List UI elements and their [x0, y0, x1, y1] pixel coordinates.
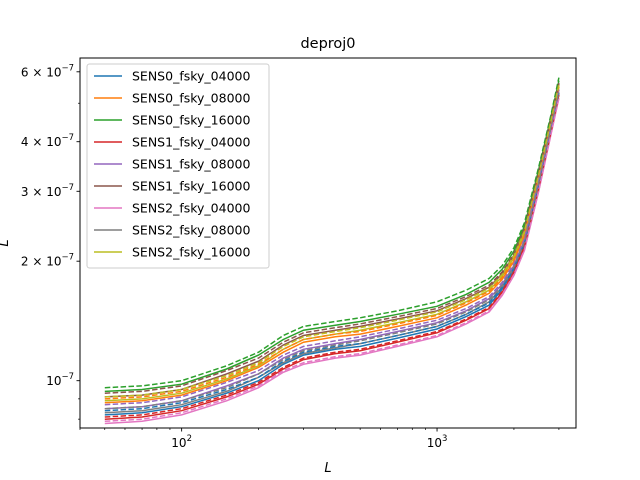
series-line-dashed-0 [104, 92, 560, 412]
series-line-dashed-7 [104, 92, 560, 410]
legend-label-1: SENS0_fsky_08000 [132, 91, 250, 106]
legend-label-4: SENS1_fsky_08000 [132, 157, 250, 172]
y-tick-label-2: 3 × 10−7 [21, 183, 74, 199]
legend-label-8: SENS2_fsky_16000 [132, 245, 250, 260]
y-tick-label-3: 4 × 10−7 [21, 133, 74, 149]
x-tick-label-0: 102 [171, 434, 192, 450]
axes-frame [79, 57, 577, 429]
series-line-dashed-3 [104, 94, 560, 418]
legend-label-2: SENS0_fsky_16000 [132, 113, 250, 128]
x-tick-label-1: 103 [427, 434, 448, 450]
legend-label-7: SENS2_fsky_08000 [132, 223, 250, 238]
y-tick-label-0: 10−7 [46, 372, 74, 388]
legend-label-0: SENS0_fsky_04000 [132, 69, 250, 84]
x-axis-label: L [324, 461, 331, 476]
x-axis-ticks: 102 103 [79, 428, 560, 450]
series-line-dashed-2 [104, 77, 560, 389]
series-lines [104, 77, 560, 425]
y-tick-label-1: 2 × 10−7 [21, 253, 74, 269]
legend-label-6: SENS2_fsky_04000 [132, 201, 250, 216]
legend-label-5: SENS1_fsky_16000 [132, 179, 250, 194]
y-tick-label-4: 6 × 10−7 [21, 63, 74, 79]
y-axis-label: L [0, 239, 12, 246]
series-line-2 [104, 80, 560, 393]
legend: SENS0_fsky_04000 SENS0_fsky_08000 SENS0_fs… [86, 63, 270, 269]
chart-title: deproj0 [300, 36, 355, 52]
legend-box [86, 63, 270, 269]
series-line-dashed-6 [104, 97, 560, 423]
y-axis-ticks: 10−7 2 × 10−7 3 × 10−7 4 × 10−7 6 × 10−7 [21, 63, 80, 420]
series-line-dashed-4 [104, 89, 560, 406]
series-line-dashed-1 [104, 86, 560, 400]
legend-label-3: SENS1_fsky_04000 [132, 135, 250, 150]
